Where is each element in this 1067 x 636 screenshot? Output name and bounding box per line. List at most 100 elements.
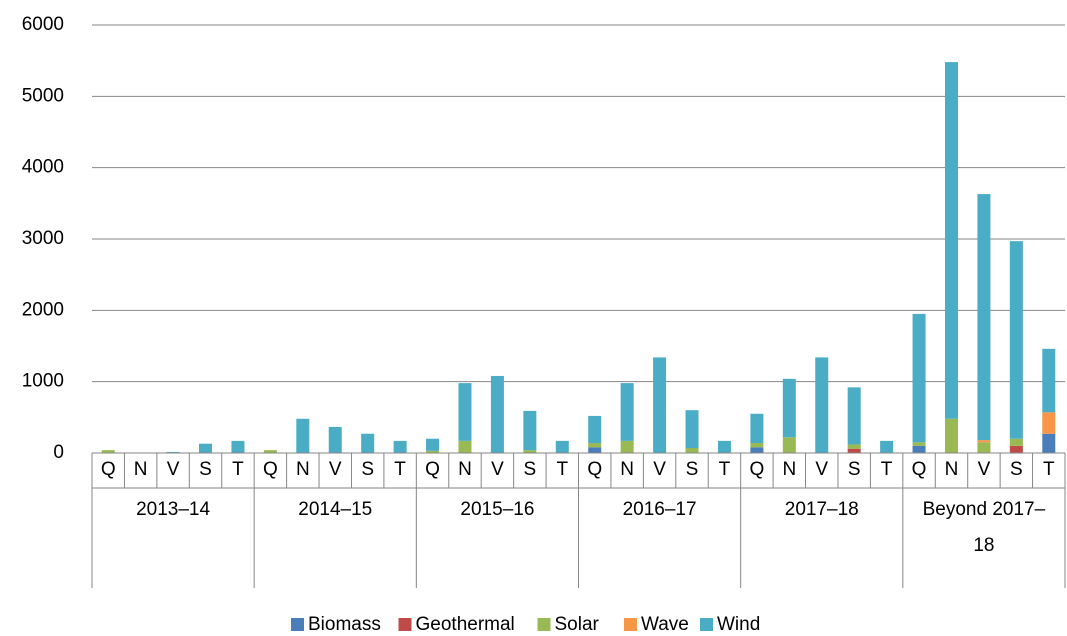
x-tick-label: N (134, 459, 148, 480)
bar-segment (1009, 241, 1023, 439)
bar-segment (328, 426, 342, 453)
legend-label: Solar (555, 614, 600, 635)
y-tick-label: 2000 (22, 299, 64, 320)
x-tick-label: Q (101, 459, 116, 480)
bar-segment (944, 62, 958, 419)
bar-segment (588, 415, 602, 444)
bar-segment (717, 440, 731, 453)
bar-segment (685, 410, 699, 449)
bar-segment (977, 440, 991, 443)
x-tick-label: Q (587, 459, 602, 480)
bar-segment (653, 357, 667, 453)
y-tick-label: 0 (53, 442, 64, 463)
bar-segment (523, 450, 537, 453)
bar-segment (880, 440, 894, 453)
bar-segment (685, 448, 699, 453)
x-tick-label: Q (263, 459, 278, 480)
x-tick-label: N (458, 459, 472, 480)
x-tick-label: T (1043, 459, 1055, 480)
y-tick-label: 5000 (22, 85, 64, 106)
x-tick-label: T (394, 459, 406, 480)
bar-segment (782, 378, 796, 438)
legend-label: Geothermal (416, 614, 515, 635)
group-label: 2016–17 (622, 499, 697, 520)
legend-swatch (291, 618, 304, 631)
bar-segment (1009, 438, 1023, 446)
bar-segment (847, 448, 861, 453)
bar-segment (296, 418, 310, 453)
bar-segment (847, 444, 861, 449)
bar-segment (588, 443, 602, 448)
x-tick-label: V (167, 459, 180, 480)
legend-swatch (624, 618, 637, 631)
bar-segment (555, 440, 569, 453)
x-tick-label: T (719, 459, 731, 480)
x-tick-label: S (361, 459, 374, 480)
bar-segment (426, 438, 440, 451)
group-label-box: 2013–14 (136, 499, 211, 520)
bar-segment (977, 442, 991, 453)
bar-segment (815, 357, 829, 453)
x-tick-label: Q (749, 459, 764, 480)
x-tick-label: Q (425, 459, 440, 480)
group-label: Beyond 2017–18 (922, 499, 1046, 556)
bar-segment (393, 440, 407, 453)
bar-segment (426, 450, 440, 453)
y-tick-label: 3000 (22, 228, 64, 249)
x-tick-label: N (620, 459, 634, 480)
group-label: 2014–15 (298, 499, 373, 520)
bar-segment (944, 418, 958, 453)
x-tick-label: V (815, 459, 828, 480)
group-label: 2015–16 (460, 499, 535, 520)
x-tick-label: S (199, 459, 212, 480)
bar-segment (523, 410, 537, 451)
x-tick-label: V (978, 459, 991, 480)
group-label-box: Beyond 2017–18 (922, 499, 1046, 556)
x-tick-label: N (782, 459, 796, 480)
bar-segment (263, 450, 277, 453)
legend-swatch (398, 618, 412, 631)
legend-label: Wave (641, 614, 689, 635)
bar-segment (912, 445, 926, 453)
bar-segment (912, 442, 926, 446)
bar-segment (490, 375, 504, 453)
bar-segment (1042, 412, 1056, 434)
bar-segment (231, 440, 245, 453)
x-tick-label: S (1010, 459, 1023, 480)
legend-label: Wind (717, 614, 760, 635)
group-label-box: 2015–16 (460, 499, 535, 520)
bar-segment (750, 447, 764, 453)
legend-swatch (700, 618, 713, 631)
x-tick-label: V (491, 459, 504, 480)
bar-segment (166, 451, 180, 453)
bar-segment (912, 313, 926, 443)
y-tick-label: 4000 (22, 157, 64, 178)
group-label: 2017–18 (784, 499, 859, 520)
bar-segment (458, 383, 472, 441)
bar-segment (977, 194, 991, 441)
bar-segment (458, 440, 472, 453)
x-tick-label: V (329, 459, 342, 480)
legend-swatch (537, 618, 551, 631)
y-tick-label: 1000 (22, 371, 64, 392)
bar-segment (620, 440, 634, 453)
bar-segment (588, 447, 602, 453)
x-tick-label: N (296, 459, 310, 480)
bar-segment (1042, 348, 1056, 413)
y-tick-label: 6000 (22, 14, 64, 35)
bar-segment (361, 433, 375, 453)
group-label: 2013–14 (136, 499, 211, 520)
bar-segment (782, 437, 796, 453)
x-tick-label: T (232, 459, 244, 480)
bar-segment (101, 450, 115, 453)
x-tick-label: S (686, 459, 699, 480)
x-tick-label: S (524, 459, 537, 480)
x-tick-label: S (848, 459, 861, 480)
bar-segment (847, 387, 861, 445)
bar-segment (620, 383, 634, 441)
x-tick-label: T (556, 459, 568, 480)
x-tick-label: Q (912, 459, 927, 480)
bar-segment (1042, 433, 1056, 453)
bar-segment (199, 443, 213, 453)
